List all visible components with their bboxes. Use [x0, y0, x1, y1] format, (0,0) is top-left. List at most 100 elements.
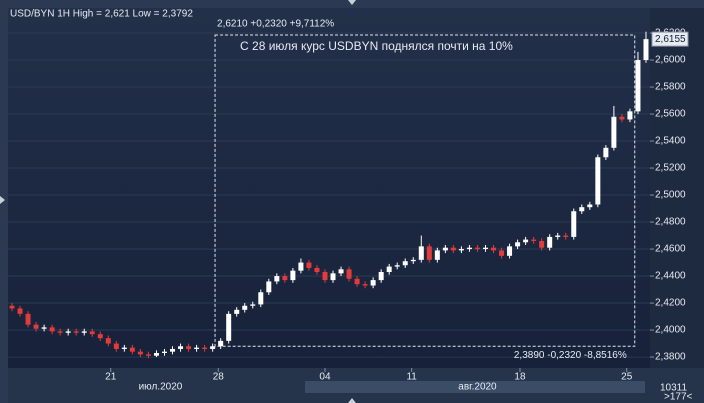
- footer-count: 10311: [660, 383, 688, 394]
- candle-body: [531, 239, 537, 241]
- candle-body: [65, 331, 71, 333]
- candle-body: [595, 157, 601, 205]
- candle-body: [266, 281, 272, 293]
- candle-body: [121, 347, 127, 349]
- candle-body: [218, 340, 224, 347]
- candle-body: [579, 207, 585, 212]
- candle-body: [186, 346, 192, 349]
- candle-body: [507, 246, 513, 256]
- candle-body: [434, 250, 440, 260]
- chart-title: USD/BYN 1H High = 2,621 Low = 2,3792: [10, 9, 193, 20]
- candle-body: [563, 235, 569, 237]
- candle-body: [330, 273, 336, 281]
- candle-body: [499, 250, 505, 256]
- candle-body: [137, 351, 143, 355]
- candle-body: [170, 348, 176, 352]
- measure-box: [214, 34, 636, 347]
- candle-body: [129, 347, 135, 352]
- candle-body: [515, 242, 521, 247]
- candle-body: [89, 331, 95, 335]
- candle-body: [466, 247, 472, 250]
- scroll-arrow[interactable]: [348, 0, 356, 5]
- x-tick-label: 18: [514, 372, 526, 383]
- y-tick-label: 2,6000: [655, 55, 686, 66]
- candle-body: [73, 331, 79, 333]
- candle-body: [322, 272, 328, 281]
- y-tick-label: 2,4600: [655, 244, 686, 255]
- candle-body: [258, 292, 264, 305]
- candle-body: [619, 116, 625, 120]
- y-tick-label: 2,5200: [655, 163, 686, 174]
- candle-body: [338, 269, 344, 274]
- measure-top-label: 2,6210 +0,2320 +9,7112%: [217, 19, 334, 30]
- candle-body: [49, 327, 55, 332]
- candle-body: [539, 240, 545, 248]
- candle-body: [555, 235, 561, 237]
- candle-body: [145, 354, 151, 356]
- candle-body: [202, 347, 208, 349]
- y-tick-label: 2,4400: [655, 271, 686, 282]
- candle-body: [314, 267, 320, 273]
- measure-bottom-label: 2,3890 -0,2320 -8,8516%: [514, 350, 627, 361]
- y-tick-label: 2,5000: [655, 190, 686, 201]
- candle-body: [354, 278, 360, 285]
- x-tick-label: 04: [319, 372, 331, 383]
- candle-body: [298, 262, 304, 271]
- candle-body: [242, 305, 248, 310]
- candle-body: [194, 347, 200, 349]
- y-tick-label: 2,3800: [655, 352, 686, 363]
- scroll-arrow[interactable]: [0, 196, 5, 204]
- y-tick-label: 2,5400: [655, 136, 686, 147]
- month-label: авг.2020: [458, 382, 497, 393]
- price-axis: [650, 8, 704, 368]
- candle-body: [491, 247, 497, 251]
- scroll-arrow[interactable]: [348, 398, 356, 403]
- y-tick-label: 2,5800: [655, 82, 686, 93]
- candle-body: [178, 346, 184, 349]
- candle-body: [362, 284, 368, 286]
- candle-body: [370, 280, 376, 286]
- x-tick-label: 28: [213, 372, 225, 383]
- candle-body: [57, 331, 63, 333]
- y-tick-label: 2,5600: [655, 109, 686, 120]
- candle-body: [9, 305, 15, 309]
- y-tick-label: 2,4200: [655, 298, 686, 309]
- candle-body: [611, 116, 617, 148]
- candle-body: [442, 247, 448, 251]
- candle-body: [346, 269, 352, 279]
- candle-body: [418, 246, 424, 260]
- footer-nav[interactable]: >177<: [664, 392, 693, 403]
- current-price-box: [651, 31, 689, 47]
- candle-body: [17, 308, 23, 314]
- candle-body: [587, 204, 593, 208]
- candle-body: [386, 266, 392, 273]
- annotation: С 28 июля курс USDBYN поднялся почти на …: [240, 39, 513, 53]
- candle-body: [250, 304, 256, 306]
- x-tick-label: 25: [621, 372, 633, 383]
- candle-body: [41, 327, 47, 329]
- candle-body: [161, 351, 167, 354]
- candle-body: [210, 346, 216, 349]
- candle-body: [33, 324, 39, 329]
- candle-body: [113, 343, 119, 349]
- y-tick-label: 2,4000: [655, 325, 686, 336]
- candle-body: [571, 211, 577, 237]
- candle-body: [402, 261, 408, 266]
- candle-body: [81, 331, 87, 333]
- candle-body: [643, 39, 649, 61]
- candle-body: [234, 309, 240, 314]
- x-tick-label: 11: [406, 372, 417, 383]
- candle-body: [474, 247, 480, 250]
- time-selection: [305, 381, 645, 393]
- candle-body: [105, 338, 111, 344]
- candle-body: [627, 111, 633, 120]
- candle-body: [306, 262, 312, 268]
- candle-body: [394, 265, 400, 267]
- current-price-label: 2,6155: [655, 34, 686, 45]
- candle-body: [274, 276, 280, 282]
- plot-area: [8, 8, 650, 368]
- candle-body: [450, 247, 456, 251]
- candle-body: [290, 270, 296, 281]
- candle-body: [603, 147, 609, 158]
